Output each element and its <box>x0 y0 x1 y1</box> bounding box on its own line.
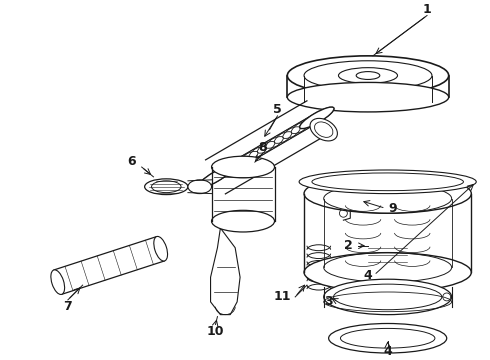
Text: 3: 3 <box>324 295 333 309</box>
Text: 5: 5 <box>273 103 282 117</box>
Text: 4: 4 <box>364 269 372 282</box>
Ellipse shape <box>212 156 274 178</box>
Text: 10: 10 <box>207 325 224 338</box>
Text: 6: 6 <box>127 155 136 168</box>
Ellipse shape <box>310 118 338 141</box>
Ellipse shape <box>304 253 471 292</box>
Text: 7: 7 <box>64 300 72 313</box>
Ellipse shape <box>287 82 449 112</box>
Text: 1: 1 <box>423 3 431 16</box>
Ellipse shape <box>145 179 188 195</box>
Ellipse shape <box>287 56 449 95</box>
Text: 4: 4 <box>383 345 392 357</box>
Ellipse shape <box>304 174 471 213</box>
Ellipse shape <box>51 270 65 294</box>
Ellipse shape <box>299 170 476 194</box>
Text: 2: 2 <box>344 239 353 252</box>
Ellipse shape <box>300 107 334 129</box>
Text: 8: 8 <box>258 141 267 154</box>
Ellipse shape <box>329 324 447 353</box>
Ellipse shape <box>304 61 432 90</box>
Ellipse shape <box>154 237 168 261</box>
Ellipse shape <box>324 279 452 315</box>
Ellipse shape <box>188 180 212 194</box>
Text: 11: 11 <box>273 291 291 303</box>
Ellipse shape <box>212 210 274 232</box>
Ellipse shape <box>198 166 233 188</box>
Text: 9: 9 <box>388 202 397 215</box>
